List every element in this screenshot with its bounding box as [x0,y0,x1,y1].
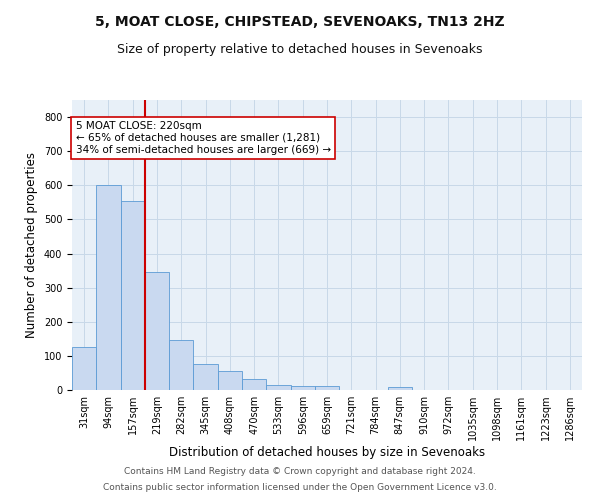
Bar [315,386,339,390]
X-axis label: Distribution of detached houses by size in Sevenoaks: Distribution of detached houses by size … [169,446,485,459]
Bar [242,379,266,390]
Y-axis label: Number of detached properties: Number of detached properties [25,152,38,338]
Bar [72,348,96,390]
Bar [145,272,169,390]
Bar [193,364,218,390]
Text: Contains HM Land Registry data © Crown copyright and database right 2024.: Contains HM Land Registry data © Crown c… [124,467,476,476]
Bar [290,386,315,390]
Text: 5, MOAT CLOSE, CHIPSTEAD, SEVENOAKS, TN13 2HZ: 5, MOAT CLOSE, CHIPSTEAD, SEVENOAKS, TN1… [95,15,505,29]
Bar [96,184,121,390]
Text: 5 MOAT CLOSE: 220sqm
← 65% of detached houses are smaller (1,281)
34% of semi-de: 5 MOAT CLOSE: 220sqm ← 65% of detached h… [76,122,331,154]
Bar [388,388,412,390]
Text: Contains public sector information licensed under the Open Government Licence v3: Contains public sector information licen… [103,484,497,492]
Bar [218,371,242,390]
Bar [266,385,290,390]
Bar [169,340,193,390]
Text: Size of property relative to detached houses in Sevenoaks: Size of property relative to detached ho… [117,42,483,56]
Bar [121,200,145,390]
